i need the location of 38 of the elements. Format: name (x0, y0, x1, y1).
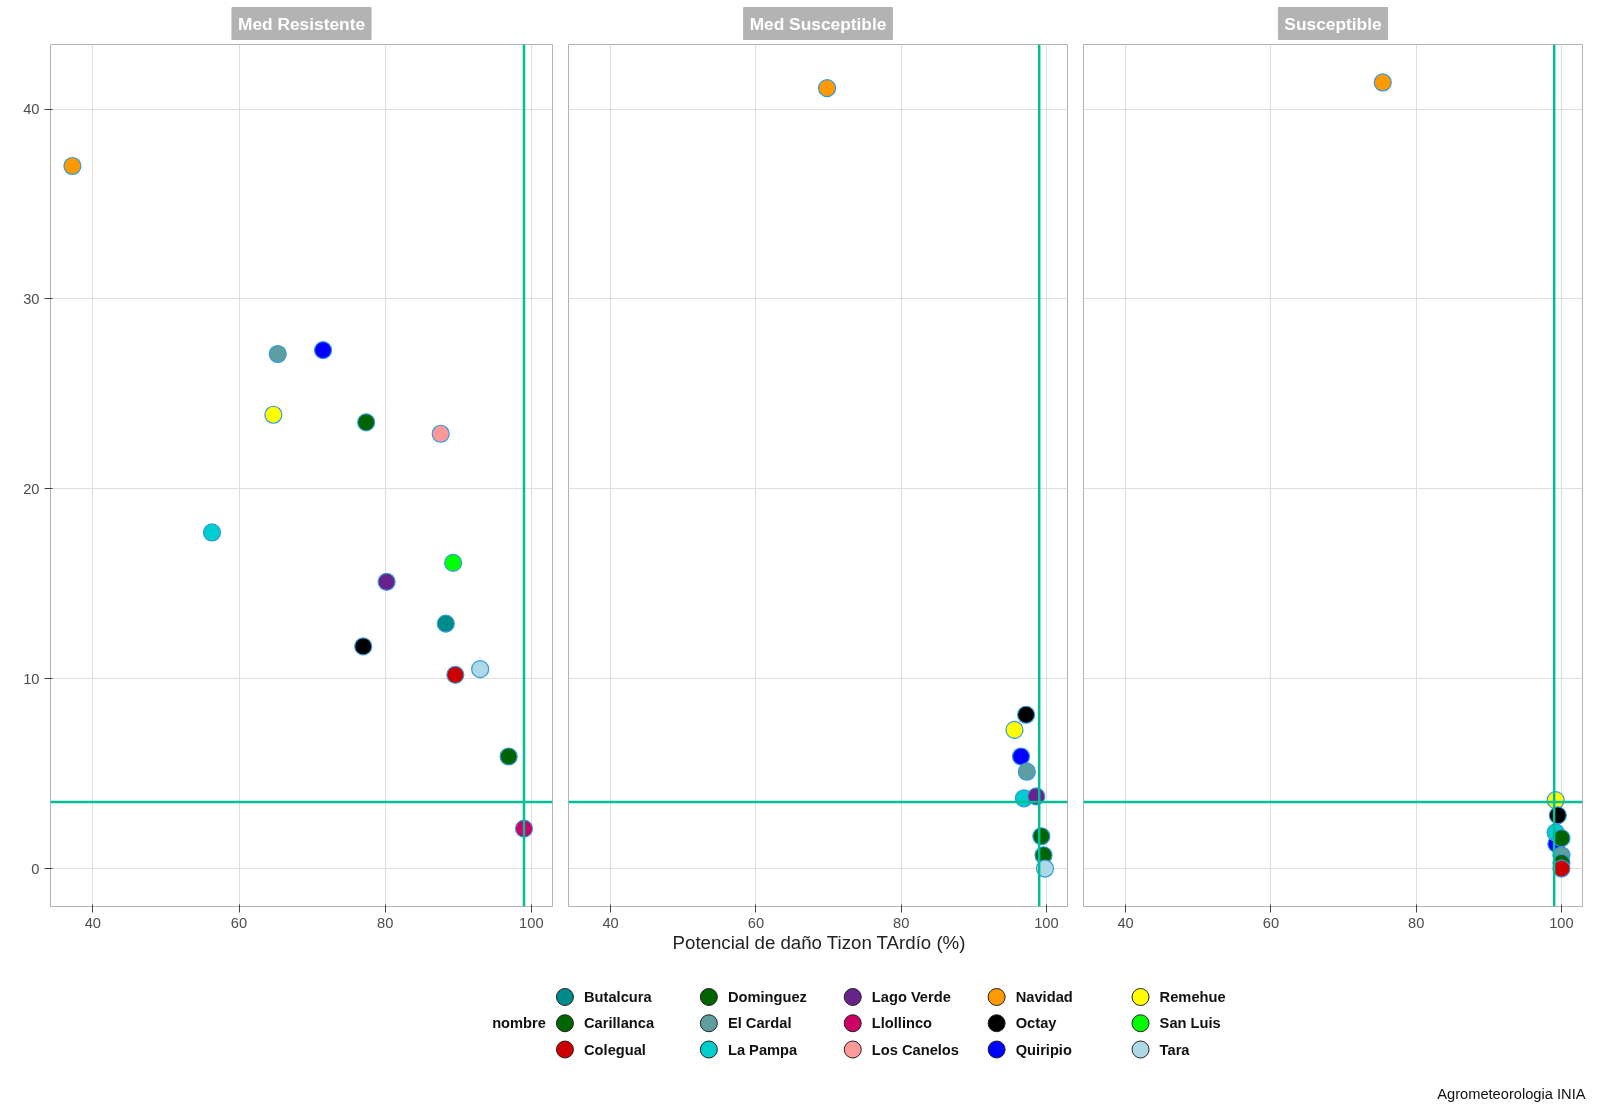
x-tick-label: 80 (377, 914, 394, 931)
legend-label: Carillanca (584, 1015, 655, 1032)
text: Agrometeorologia INIA (1437, 1085, 1586, 1102)
legend-label: Colegual (584, 1041, 646, 1058)
legend-label: Octay (1015, 1015, 1058, 1032)
x-tick-label: 80 (893, 914, 910, 931)
y-tick-label: 0 (31, 860, 40, 877)
y-tick-label: 30 (23, 290, 40, 307)
x-tick-label: 60 (1262, 914, 1280, 931)
chart-title: Susceptible (1284, 13, 1382, 34)
legend-label: Dominguez (727, 989, 807, 1005)
x-tick-label: 100 (519, 914, 544, 931)
x-tick-label: 40 (84, 914, 102, 931)
legend-label: La Pampa (727, 1041, 799, 1058)
x-tick-label: 60 (230, 914, 248, 931)
x-tick-label: 80 (1408, 914, 1425, 931)
chart-title: Med Susceptible (749, 13, 887, 34)
y-tick-label: 40 (23, 101, 40, 118)
legend-label: Butalcura (584, 989, 653, 1005)
legend-label: Quiripio (1015, 1041, 1072, 1058)
legend-label: El Cardal (727, 1015, 792, 1032)
y-tick-label: 10 (23, 670, 40, 687)
chart-title: Med Resistente (237, 13, 366, 34)
legend-label: Remehue (1159, 989, 1226, 1005)
legend-label: Llollinco (871, 1015, 933, 1032)
legend-label: San Luis (1159, 1015, 1221, 1032)
legend-label: Los Canelos (871, 1041, 959, 1058)
legend-label: Navidad (1015, 989, 1073, 1005)
x-tick-label: 100 (1549, 914, 1574, 931)
x-tick-label: 40 (602, 914, 619, 931)
legend-title: nombre (492, 1015, 546, 1032)
legend-label: Tara (1159, 1041, 1191, 1058)
x-tick-label: 60 (747, 914, 765, 931)
x-tick-label: 100 (1034, 914, 1059, 931)
legend-label: Lago Verde (871, 989, 951, 1005)
x-axis-title: Potencial de daño Tizon TArdío (%) (672, 932, 966, 954)
y-tick-label: 20 (23, 480, 40, 497)
x-tick-label: 40 (1117, 914, 1134, 931)
